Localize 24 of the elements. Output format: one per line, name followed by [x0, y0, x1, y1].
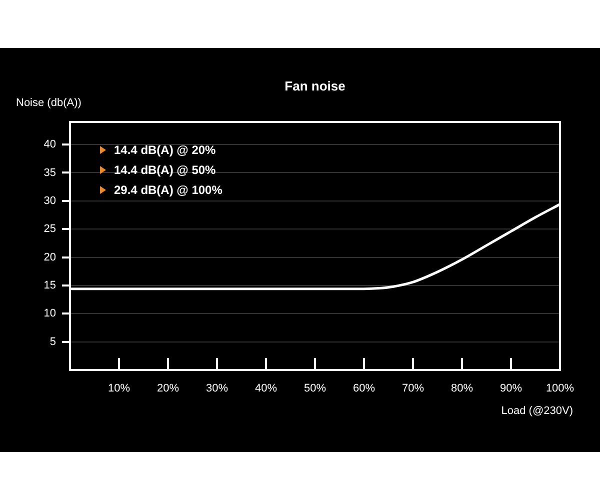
chart-title: Fan noise — [284, 78, 346, 94]
annotation: 29.4 dB(A) @ 100% — [114, 182, 222, 199]
y-tick-label: 35 — [44, 166, 56, 179]
x-tick-label: 80% — [450, 382, 474, 395]
y-tick-label: 30 — [44, 194, 56, 207]
x-tick-label: 50% — [304, 382, 326, 395]
x-tick-label: 20% — [156, 382, 180, 395]
annotation: 14.4 dB(A) @ 50% — [114, 162, 216, 179]
x-axis-title: Load (@230V) — [501, 405, 573, 418]
x-tick-label: 10% — [108, 382, 130, 395]
y-tick-label: 10 — [44, 308, 56, 320]
y-tick-label: 25 — [44, 223, 56, 236]
x-tick-label: 100% — [546, 382, 574, 395]
x-tick-label: 90% — [500, 382, 522, 395]
y-tick-label: 40 — [44, 138, 56, 151]
y-tick-label: 15 — [44, 279, 56, 292]
y-axis-title: Noise (db(A)) — [16, 97, 82, 110]
x-tick-label: 40% — [254, 382, 278, 395]
y-tick-label: 20 — [44, 251, 56, 264]
x-tick-label: 30% — [206, 382, 228, 395]
annotation: 14.4 dB(A) @ 20% — [114, 142, 216, 159]
y-tick-label: 5 — [50, 336, 56, 348]
x-tick-label: 60% — [352, 382, 376, 395]
x-tick-label: 70% — [402, 382, 424, 395]
